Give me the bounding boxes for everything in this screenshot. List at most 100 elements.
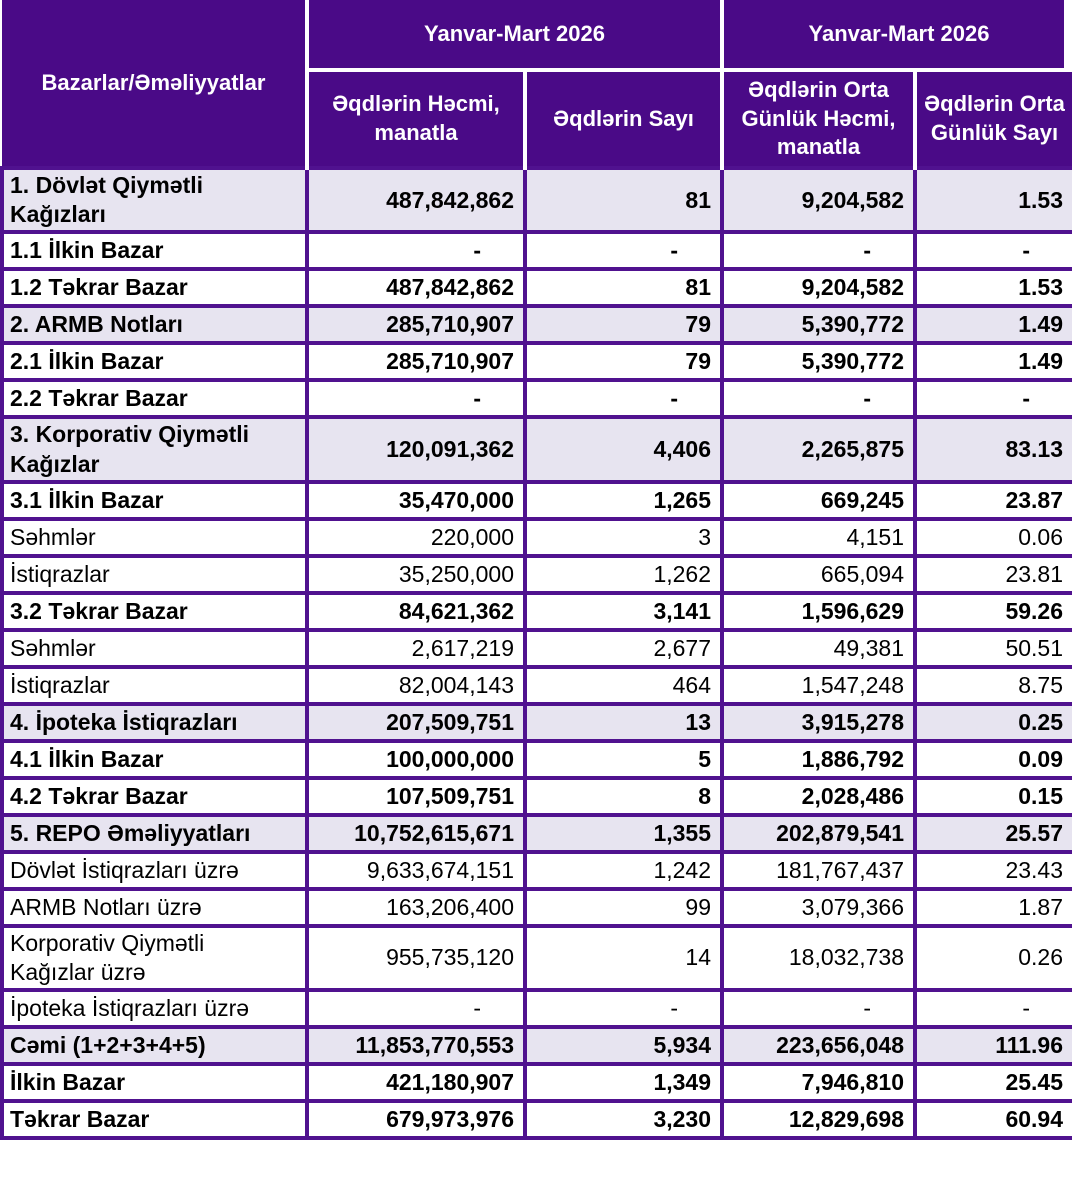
row-value: 669,245	[720, 479, 917, 521]
row-label: 1. Dövlət Qiymətli Kağızları	[0, 165, 309, 235]
row-value: 3	[523, 516, 724, 558]
row-value: -	[305, 378, 527, 420]
report-page: Bazarlar/Əməliyyatlar Yanvar-Mart 2026 Y…	[0, 0, 1072, 1141]
securities-market-table: Bazarlar/Əməliyyatlar Yanvar-Mart 2026 Y…	[0, 0, 1072, 1141]
row-value: 1,547,248	[720, 664, 917, 706]
row-value: 3,230	[523, 1099, 724, 1141]
row-value: 0.15	[913, 775, 1072, 817]
table-row: Dövlət İstiqrazları üzrə 9,633,674,151 1,2…	[0, 849, 1072, 891]
row-value: 487,842,862	[305, 165, 527, 235]
column-header-row: Əqdlərin Həcmi, manatla Əqdlərin Sayı Əq…	[2, 70, 1072, 168]
row-value: 35,250,000	[305, 553, 527, 595]
table-row: 3.1 İlkin Bazar 35,470,000 1,265 669,245 23.…	[0, 479, 1072, 521]
row-value: 202,879,541	[720, 812, 917, 854]
row-value: 163,206,400	[305, 886, 527, 928]
table-row: 1. Dövlət Qiymətli Kağızları 487,842,862 8…	[0, 165, 1072, 235]
table-row: İstiqrazlar 82,004,143 464 1,547,248 8.75	[0, 664, 1072, 706]
row-value: 50.51	[913, 627, 1072, 669]
corner-header: Bazarlar/Əməliyyatlar	[2, 0, 309, 168]
row-label: Səhmlər	[0, 516, 309, 558]
table-row: 2.2 Təkrar Bazar - - - -	[0, 378, 1072, 420]
row-value: -	[523, 378, 724, 420]
row-value: 79	[523, 341, 724, 383]
row-label: 1.2 Təkrar Bazar	[0, 267, 309, 309]
row-value: 665,094	[720, 553, 917, 595]
row-label: Dövlət İstiqrazları üzrə	[0, 849, 309, 891]
row-value: -	[720, 378, 917, 420]
row-label: İlkin Bazar	[0, 1062, 309, 1104]
table-row: İlkin Bazar 421,180,907 1,349 7,946,810 25.4…	[0, 1062, 1072, 1104]
row-value: 285,710,907	[305, 304, 527, 346]
row-value: -	[720, 988, 917, 1030]
row-value: 0.06	[913, 516, 1072, 558]
row-value: 25.45	[913, 1062, 1072, 1104]
row-value: 9,633,674,151	[305, 849, 527, 891]
row-label: ARMB Notları üzrə	[0, 886, 309, 928]
row-value: 955,735,120	[305, 923, 527, 993]
row-value: 81	[523, 165, 724, 235]
period-header-row: Bazarlar/Əməliyyatlar Yanvar-Mart 2026 Y…	[2, 0, 1072, 168]
table-row: Cəmi (1+2+3+4+5) 11,853,770,553 5,934 223,6…	[0, 1025, 1072, 1067]
row-label: İpoteka İstiqrazları üzrə	[0, 988, 309, 1030]
row-label: Təkrar Bazar	[0, 1099, 309, 1141]
column-header-avg-daily-count: Əqdlərin Orta Günlük Sayı	[913, 70, 1072, 168]
row-value: 3,915,278	[720, 701, 917, 743]
row-label: Səhmlər	[0, 627, 309, 669]
row-label: 2. ARMB Notları	[0, 304, 309, 346]
row-value: 1,886,792	[720, 738, 917, 780]
row-value: 10,752,615,671	[305, 812, 527, 854]
row-value: 1.53	[913, 165, 1072, 235]
table-row: 4.2 Təkrar Bazar 107,509,751 8 2,028,486 0.1…	[0, 775, 1072, 817]
row-label: 3. Korporativ Qiymətli Kağızlar	[0, 415, 309, 484]
row-value: 1.53	[913, 267, 1072, 309]
row-value: -	[523, 988, 724, 1030]
row-value: 84,621,362	[305, 590, 527, 632]
row-value: -	[305, 230, 527, 272]
row-value: 181,767,437	[720, 849, 917, 891]
row-value: 2,028,486	[720, 775, 917, 817]
row-value: 111.96	[913, 1025, 1072, 1067]
row-value: 9,204,582	[720, 267, 917, 309]
table-row: 3. Korporativ Qiymətli Kağızlar 120,091,3…	[0, 415, 1072, 484]
row-value: 23.43	[913, 849, 1072, 891]
table-row: Səhmlər 2,617,219 2,677 49,381 50.51	[0, 627, 1072, 669]
table-row: 2. ARMB Notları 285,710,907 79 5,390,772 1.4…	[0, 304, 1072, 346]
row-value: 8.75	[913, 664, 1072, 706]
row-value: -	[720, 230, 917, 272]
row-value: 207,509,751	[305, 701, 527, 743]
table-row: 1.2 Təkrar Bazar 487,842,862 81 9,204,582 1.…	[0, 267, 1072, 309]
row-value: 1.49	[913, 304, 1072, 346]
row-value: 60.94	[913, 1099, 1072, 1141]
row-value: 1,262	[523, 553, 724, 595]
row-value: 100,000,000	[305, 738, 527, 780]
table-row: 2.1 İlkin Bazar 285,710,907 79 5,390,772 1.4…	[0, 341, 1072, 383]
table-row: 1.1 İlkin Bazar - - - -	[0, 230, 1072, 272]
table-row: 5. REPO Əməliyyatları 10,752,615,671 1,355…	[0, 812, 1072, 854]
row-value: -	[913, 230, 1072, 272]
row-value: 35,470,000	[305, 479, 527, 521]
row-value: 2,617,219	[305, 627, 527, 669]
column-header-count: Əqdlərin Sayı	[523, 70, 722, 168]
row-value: 82,004,143	[305, 664, 527, 706]
row-value: 1,355	[523, 812, 724, 854]
row-value: 1.87	[913, 886, 1072, 928]
row-value: 1,242	[523, 849, 724, 891]
row-value: 7,946,810	[720, 1062, 917, 1104]
row-value: 11,853,770,553	[305, 1025, 527, 1067]
row-value: 23.81	[913, 553, 1072, 595]
row-value: 464	[523, 664, 724, 706]
row-label: 2.2 Təkrar Bazar	[0, 378, 309, 420]
row-value: 49,381	[720, 627, 917, 669]
table-row: Səhmlər 220,000 3 4,151 0.06	[0, 516, 1072, 558]
row-label: 4.2 Təkrar Bazar	[0, 775, 309, 817]
row-value: 99	[523, 886, 724, 928]
period-header-2: Yanvar-Mart 2026	[720, 0, 1072, 72]
period-header-1: Yanvar-Mart 2026	[307, 0, 722, 72]
row-value: 220,000	[305, 516, 527, 558]
row-value: 8	[523, 775, 724, 817]
row-label: İstiqrazlar	[0, 664, 309, 706]
row-label: 4. İpoteka İstiqrazları	[0, 701, 309, 743]
row-value: -	[523, 230, 724, 272]
column-header-volume: Əqdlərin Həcmi, manatla	[305, 70, 525, 168]
column-header-avg-daily-volume: Əqdlərin Orta Günlük Həcmi, manatla	[720, 70, 915, 168]
